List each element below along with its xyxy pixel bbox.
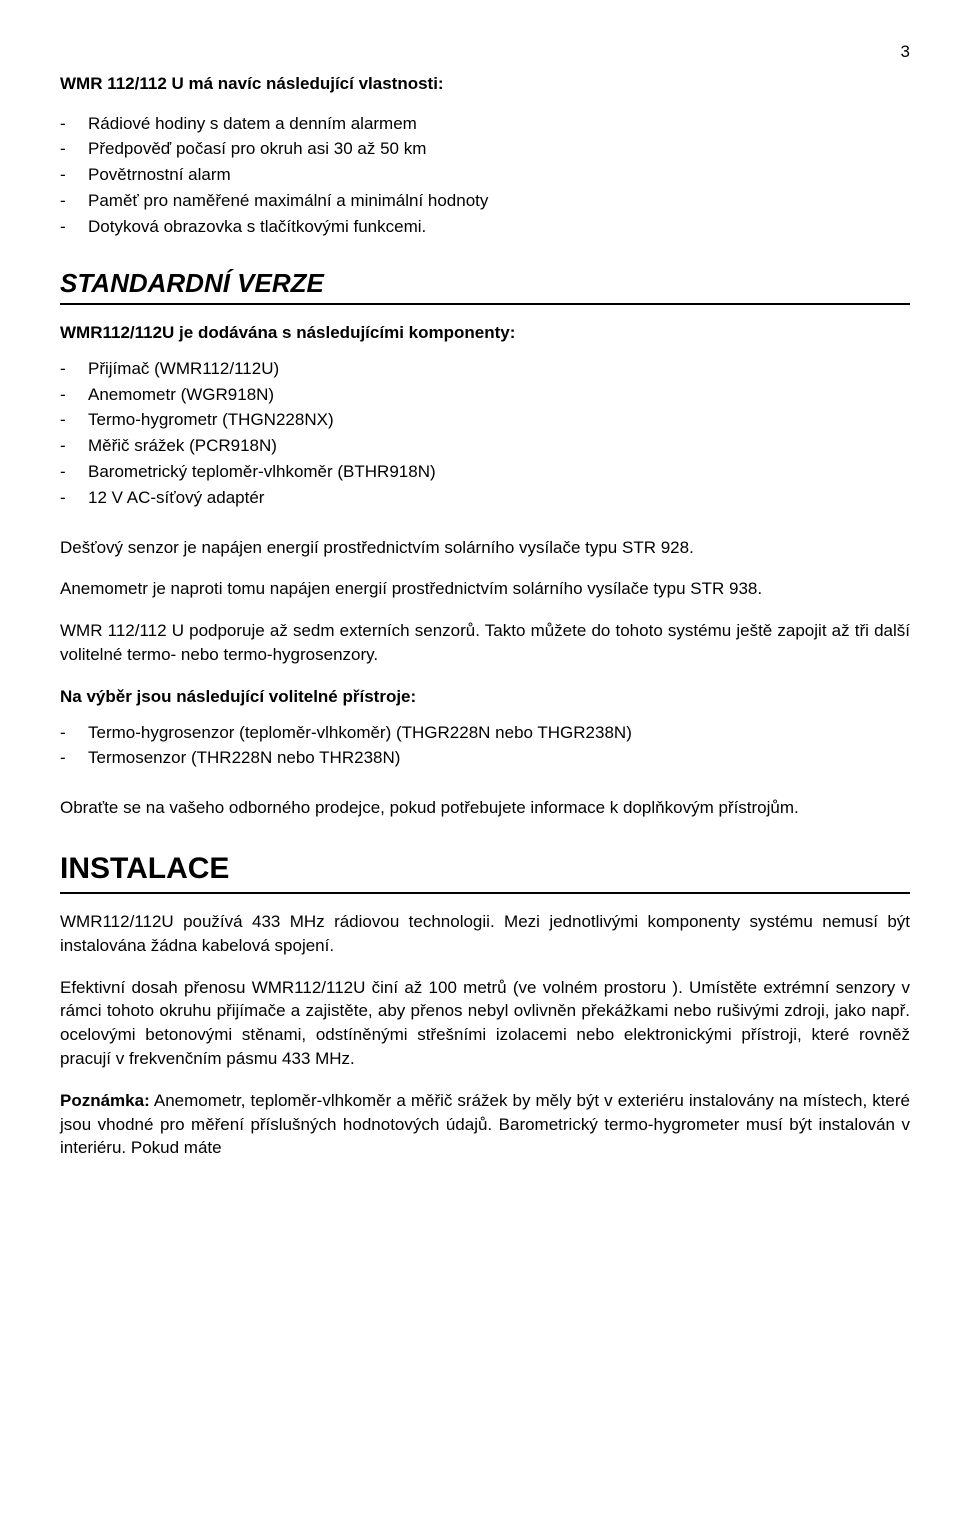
components-heading: WMR112/112U je dodávána s následujícími … (60, 321, 910, 345)
list-item: Rádiové hodiny s datem a denním alarmem (60, 112, 910, 136)
list-item: Předpověď počasí pro okruh asi 30 až 50 … (60, 137, 910, 161)
features-heading: WMR 112/112 U má navíc následující vlast… (60, 72, 910, 96)
document-page: 3 WMR 112/112 U má navíc následující vla… (60, 40, 910, 1160)
note-label: Poznámka: (60, 1091, 150, 1110)
optional-devices-heading: Na výběr jsou následující volitelné přís… (60, 685, 910, 709)
list-item: Termo-hygrosenzor (teploměr-vlhkoměr) (T… (60, 721, 910, 745)
paragraph-anemometer: Anemometr je naproti tomu napájen energi… (60, 577, 910, 601)
paragraph-sensor-support: WMR 112/112 U podporuje až sedm externíc… (60, 619, 910, 667)
features-list: Rádiové hodiny s datem a denním alarmem … (60, 112, 910, 239)
paragraph-radio-tech: WMR112/112U používá 433 MHz rádiovou tec… (60, 910, 910, 958)
note-text: Anemometr, teploměr-vlhkoměr a měřič srá… (60, 1091, 910, 1158)
paragraph-note: Poznámka: Anemometr, teploměr-vlhkoměr a… (60, 1089, 910, 1160)
list-item: Dotyková obrazovka s tlačítkovými funkce… (60, 215, 910, 239)
list-item: Barometrický teploměr-vlhkoměr (BTHR918N… (60, 460, 910, 484)
list-item: Přijímač (WMR112/112U) (60, 357, 910, 381)
list-item: Povětrnostní alarm (60, 163, 910, 187)
section-standard-version: STANDARDNÍ VERZE (60, 265, 910, 305)
paragraph-rain-sensor: Dešťový senzor je napájen energií prostř… (60, 536, 910, 560)
paragraph-range: Efektivní dosah přenosu WMR112/112U činí… (60, 976, 910, 1071)
list-item: Anemometr (WGR918N) (60, 383, 910, 407)
section-installation: INSTALACE (60, 848, 910, 894)
page-number: 3 (60, 40, 910, 64)
components-list: Přijímač (WMR112/112U) Anemometr (WGR918… (60, 357, 910, 510)
paragraph-dealer: Obraťte se na vašeho odborného prodejce,… (60, 796, 910, 820)
list-item: Paměť pro naměřené maximální a minimální… (60, 189, 910, 213)
list-item: Termo-hygrometr (THGN228NX) (60, 408, 910, 432)
optional-devices-list: Termo-hygrosenzor (teploměr-vlhkoměr) (T… (60, 721, 910, 771)
list-item: 12 V AC-síťový adaptér (60, 486, 910, 510)
list-item: Termosenzor (THR228N nebo THR238N) (60, 746, 910, 770)
list-item: Měřič srážek (PCR918N) (60, 434, 910, 458)
